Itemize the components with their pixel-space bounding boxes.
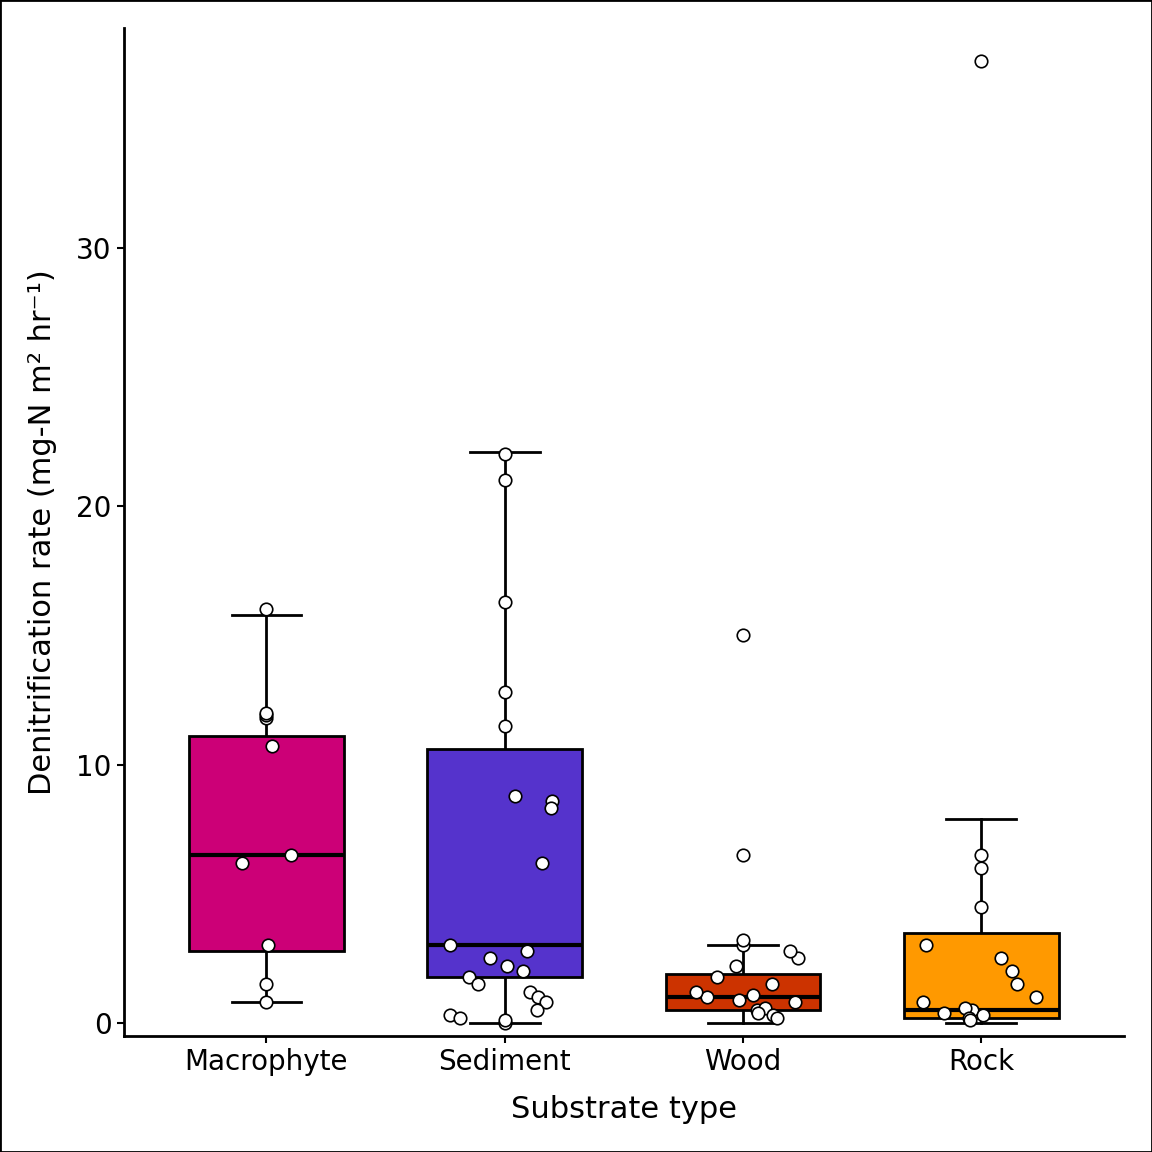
Bar <box>666 973 820 1010</box>
Bar <box>427 749 582 977</box>
Y-axis label: Denitrification rate (mg-N m² hr⁻¹): Denitrification rate (mg-N m² hr⁻¹) <box>28 270 56 795</box>
Bar <box>904 933 1059 1018</box>
X-axis label: Substrate type: Substrate type <box>510 1096 737 1124</box>
Bar <box>189 736 344 950</box>
